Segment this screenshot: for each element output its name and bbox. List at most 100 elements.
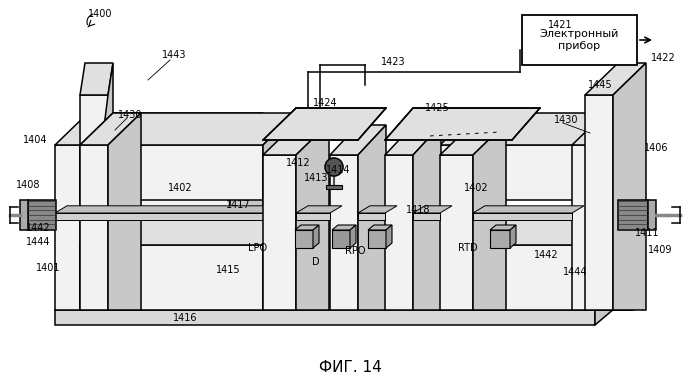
- Polygon shape: [600, 113, 633, 310]
- Text: 1430: 1430: [554, 115, 578, 125]
- Polygon shape: [80, 95, 108, 310]
- Text: 1414: 1414: [326, 165, 350, 175]
- Text: 1402: 1402: [168, 183, 192, 193]
- Polygon shape: [358, 206, 397, 213]
- Text: 1417: 1417: [226, 200, 250, 210]
- Polygon shape: [613, 63, 646, 310]
- Polygon shape: [296, 206, 342, 213]
- Polygon shape: [28, 200, 56, 230]
- Polygon shape: [413, 206, 452, 213]
- Polygon shape: [326, 185, 342, 189]
- Text: 1413: 1413: [304, 173, 329, 183]
- Polygon shape: [440, 245, 600, 310]
- Polygon shape: [350, 225, 356, 248]
- Polygon shape: [80, 113, 141, 145]
- Polygon shape: [440, 213, 633, 245]
- Polygon shape: [385, 125, 441, 155]
- Polygon shape: [296, 123, 329, 310]
- Polygon shape: [55, 113, 263, 145]
- Text: 1400: 1400: [88, 9, 113, 19]
- Polygon shape: [473, 123, 506, 310]
- Text: 1424: 1424: [312, 98, 338, 108]
- Text: 1425: 1425: [424, 103, 449, 113]
- Polygon shape: [490, 230, 510, 248]
- Text: 1443: 1443: [161, 50, 186, 60]
- Text: 1444: 1444: [26, 237, 50, 247]
- Polygon shape: [55, 145, 230, 310]
- Polygon shape: [510, 225, 516, 248]
- Text: 1416: 1416: [173, 313, 197, 323]
- Polygon shape: [296, 213, 330, 220]
- Polygon shape: [385, 108, 540, 140]
- Polygon shape: [440, 155, 473, 310]
- Text: D: D: [312, 257, 320, 267]
- Text: 1430: 1430: [117, 110, 143, 120]
- Polygon shape: [473, 206, 584, 213]
- Polygon shape: [413, 213, 440, 220]
- Polygon shape: [490, 225, 516, 230]
- Polygon shape: [55, 213, 263, 220]
- Polygon shape: [295, 225, 319, 230]
- Text: 1422: 1422: [651, 53, 675, 63]
- Text: RTD: RTD: [458, 243, 478, 253]
- Polygon shape: [80, 213, 296, 245]
- Polygon shape: [263, 113, 296, 200]
- Polygon shape: [332, 225, 356, 230]
- Text: 1418: 1418: [405, 205, 431, 215]
- Text: 1442: 1442: [534, 250, 559, 260]
- Polygon shape: [55, 206, 275, 213]
- Polygon shape: [330, 155, 358, 310]
- Polygon shape: [386, 225, 392, 248]
- Polygon shape: [358, 125, 386, 310]
- Polygon shape: [263, 155, 296, 310]
- Polygon shape: [440, 113, 633, 145]
- Polygon shape: [80, 145, 263, 200]
- Polygon shape: [263, 123, 329, 155]
- Polygon shape: [80, 113, 296, 145]
- Polygon shape: [585, 95, 613, 310]
- Polygon shape: [358, 213, 385, 220]
- Polygon shape: [648, 200, 656, 230]
- Polygon shape: [600, 113, 633, 200]
- Polygon shape: [80, 245, 263, 310]
- Polygon shape: [618, 200, 648, 230]
- Text: ФИГ. 14: ФИГ. 14: [319, 360, 382, 375]
- Polygon shape: [80, 145, 108, 310]
- Text: 1411: 1411: [635, 228, 659, 238]
- Polygon shape: [313, 225, 319, 248]
- Polygon shape: [413, 125, 441, 310]
- Polygon shape: [81, 63, 113, 310]
- Text: 1421: 1421: [548, 20, 572, 30]
- Polygon shape: [332, 230, 350, 248]
- Text: 1412: 1412: [286, 158, 310, 168]
- Polygon shape: [20, 200, 28, 230]
- Text: 1444: 1444: [563, 267, 587, 277]
- Text: 1415: 1415: [216, 265, 240, 275]
- Polygon shape: [263, 213, 296, 310]
- Circle shape: [325, 158, 343, 176]
- Text: 1445: 1445: [588, 80, 612, 90]
- Text: LPO: LPO: [248, 243, 268, 253]
- Polygon shape: [55, 282, 628, 310]
- Text: 1409: 1409: [648, 245, 672, 255]
- Polygon shape: [572, 145, 600, 310]
- Text: 1406: 1406: [644, 143, 668, 153]
- Polygon shape: [473, 213, 572, 220]
- Polygon shape: [585, 63, 646, 95]
- Text: RPO: RPO: [345, 246, 366, 256]
- Polygon shape: [230, 113, 263, 310]
- Bar: [522, 15, 637, 65]
- Polygon shape: [595, 282, 628, 325]
- Polygon shape: [440, 145, 600, 200]
- Polygon shape: [330, 125, 386, 155]
- Text: 1404: 1404: [23, 135, 48, 145]
- Polygon shape: [80, 63, 113, 95]
- Text: 1402: 1402: [463, 183, 489, 193]
- Polygon shape: [295, 230, 313, 248]
- Text: 1423: 1423: [381, 57, 405, 67]
- Text: Электронный
прибор: Электронный прибор: [540, 29, 619, 51]
- Polygon shape: [385, 155, 413, 310]
- Polygon shape: [55, 310, 595, 325]
- Polygon shape: [440, 123, 506, 155]
- Text: 1401: 1401: [36, 263, 60, 273]
